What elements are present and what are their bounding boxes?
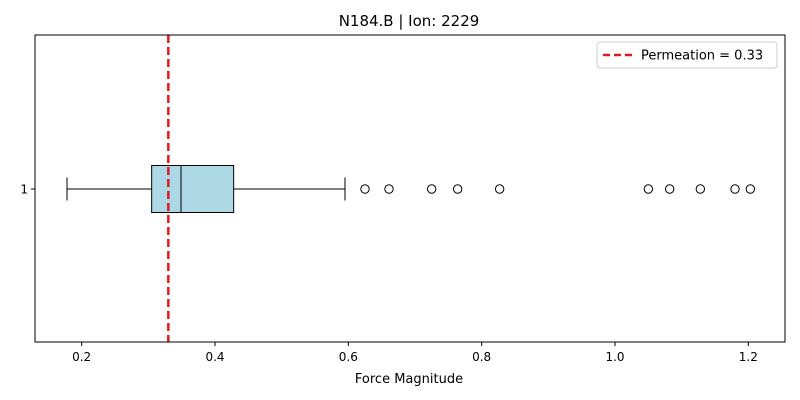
outlier-point xyxy=(695,184,706,194)
x-tick-label: 0.6 xyxy=(339,350,358,364)
legend: Permeation = 0.33 xyxy=(596,41,778,69)
x-tick-label: 1.2 xyxy=(739,350,758,364)
outlier-point xyxy=(664,184,675,194)
x-tick-label: 1.0 xyxy=(605,350,624,364)
chart-title: N184.B | Ion: 2229 xyxy=(339,12,480,30)
outlier-point xyxy=(643,184,654,194)
x-axis: 0.2 0.4 0.6 0.8 1.0 1.2 xyxy=(72,342,758,364)
y-tick-label: 1 xyxy=(20,183,28,197)
x-tick-label: 0.2 xyxy=(72,350,91,364)
y-axis: 1 xyxy=(20,183,35,197)
outlier-point xyxy=(360,184,370,194)
legend-box xyxy=(596,41,778,69)
outlier-point xyxy=(384,184,394,194)
outlier-point xyxy=(426,184,437,194)
legend-label: Permeation = 0.33 xyxy=(641,49,763,64)
outlier-point xyxy=(745,184,756,194)
outlier-point xyxy=(452,184,463,194)
x-tick-label: 0.4 xyxy=(205,350,224,364)
outlier-point xyxy=(494,184,505,194)
outlier-point xyxy=(730,184,740,194)
iqr-box xyxy=(151,165,235,213)
x-axis-label: Force Magnitude xyxy=(355,372,463,387)
plot-area xyxy=(66,35,756,342)
x-tick-label: 0.8 xyxy=(472,350,491,364)
